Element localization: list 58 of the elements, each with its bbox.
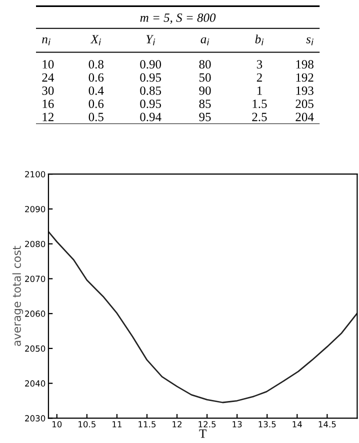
text: 10	[42, 60, 54, 69]
text: 204	[296, 112, 314, 122]
x-tick-label: 14.5	[318, 421, 336, 428]
text: 1.5	[252, 100, 267, 108]
text: 0.4	[88, 86, 104, 95]
text: 0.95	[140, 100, 162, 108]
text: m = 5, S = 800	[140, 13, 216, 24]
x-tick-label: 10	[52, 421, 62, 428]
text: 0.85	[140, 86, 162, 95]
text: 1	[257, 86, 262, 95]
text: 12	[42, 112, 54, 122]
x-tick-label: 10.5	[78, 421, 96, 428]
y-axis-title: average total cost	[12, 246, 24, 346]
text: 205	[296, 100, 314, 108]
x-tick-label: 11	[112, 421, 122, 428]
text: 50	[200, 73, 211, 82]
text: 80	[199, 60, 211, 69]
line-series	[48, 230, 358, 404]
text: 90	[199, 86, 211, 95]
text: 0.94	[140, 112, 162, 122]
x-axis-title: T	[199, 430, 206, 438]
y-tick-label: 2040	[25, 380, 46, 387]
text: 30	[42, 86, 54, 95]
x-tick-label: 12.5	[198, 421, 216, 428]
y-tick-label: 2050	[25, 345, 46, 352]
x-tick-label: 13.5	[258, 421, 276, 428]
category-label: a$_{i}$	[200, 37, 210, 46]
text: 2	[256, 73, 262, 82]
text: 85	[199, 100, 211, 108]
category-label: b$_{i}$	[255, 34, 264, 46]
text: 192	[296, 73, 314, 82]
y-tick-label: 2100	[25, 171, 46, 178]
text: 95	[199, 112, 211, 122]
y-tick-label: 2070	[25, 276, 46, 282]
x-tick-label: 13	[232, 421, 242, 428]
category-label: s$_{i}$	[306, 37, 314, 46]
text: 193	[296, 86, 314, 95]
text: 2.5	[252, 112, 267, 122]
category-label: X$_{i}$	[90, 35, 101, 46]
category-label: n$_{i}$	[42, 37, 50, 46]
category-label: Y$_{i}$	[146, 35, 156, 46]
y-tick-label: 2030	[25, 415, 46, 422]
text: 198	[296, 60, 314, 69]
x-tick-label: 14	[292, 421, 302, 428]
text: 3	[256, 60, 262, 69]
y-tick-label: 2080	[25, 240, 46, 248]
text: 16	[42, 100, 54, 108]
text: 0.95	[140, 73, 162, 82]
text: 0.5	[88, 112, 104, 122]
x-tick-label: 12	[172, 421, 182, 428]
text: 0.90	[140, 60, 162, 69]
text: 0.8	[88, 60, 104, 69]
text: 0.6	[88, 100, 104, 108]
y-tick-label: 2090	[25, 206, 46, 212]
text: 0.6	[88, 73, 104, 82]
text: 24	[42, 73, 54, 82]
y-tick-label: 2060	[25, 310, 46, 317]
x-tick-label: 11.5	[138, 421, 156, 428]
